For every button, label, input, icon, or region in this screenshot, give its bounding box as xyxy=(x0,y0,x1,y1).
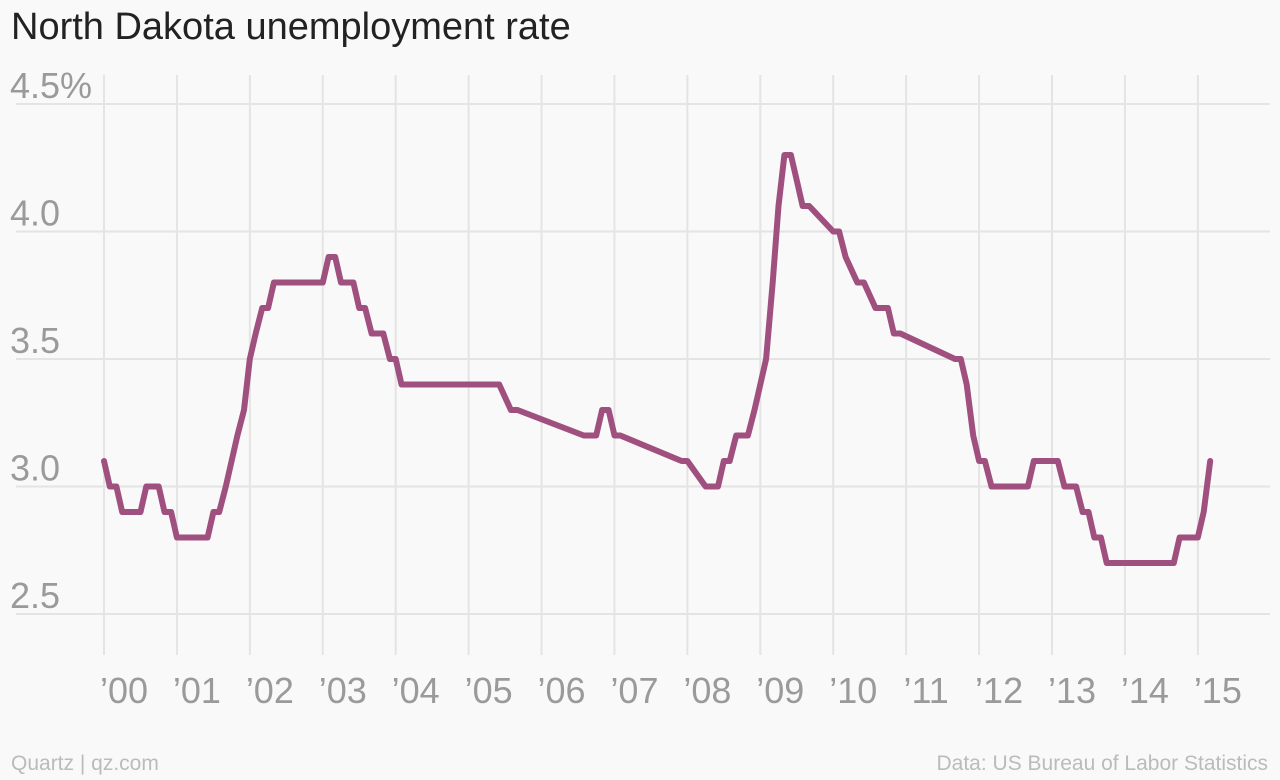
series-line xyxy=(101,152,1214,566)
y-tick-label: 3.0 xyxy=(10,448,60,489)
x-tick-label: ’15 xyxy=(1194,670,1242,711)
x-tick-label: ’00 xyxy=(100,670,148,711)
source-label: Data: US Bureau of Labor Statistics xyxy=(936,752,1269,775)
x-axis-ticks: ’00 ’01 ’02 ’03 ’04 ’05 ’06 ’07 ’08 ’09 ’10 ’11 ’12 ’… xyxy=(100,670,1242,711)
y-tick-label: 3.5 xyxy=(10,320,60,361)
x-tick-label: ’04 xyxy=(392,670,440,711)
x-tick-label: ’10 xyxy=(829,670,877,711)
credit-label: Quartz | qz.com xyxy=(11,752,159,775)
grid xyxy=(16,75,1270,655)
y-tick-label: 2.5 xyxy=(10,575,60,616)
x-tick-label: ’06 xyxy=(538,670,586,711)
x-tick-label: ’09 xyxy=(756,670,804,711)
y-tick-label: 4.5% xyxy=(10,65,92,106)
x-tick-label: ’11 xyxy=(903,670,948,711)
x-tick-label: ’03 xyxy=(319,670,367,711)
x-tick-label: ’13 xyxy=(1048,670,1096,711)
x-tick-label: ’08 xyxy=(683,670,731,711)
x-tick-label: ’14 xyxy=(1121,670,1169,711)
y-tick-label: 4.0 xyxy=(10,193,60,234)
x-tick-label: ’02 xyxy=(246,670,294,711)
chart-title: North Dakota unemployment rate xyxy=(11,6,571,48)
x-tick-label: ’05 xyxy=(465,670,513,711)
y-axis-ticks: 4.5% 4.0 3.5 3.0 2.5 xyxy=(10,65,92,616)
x-tick-label: ’01 xyxy=(173,670,221,711)
series-layer xyxy=(101,152,1214,566)
x-tick-label: ’12 xyxy=(975,670,1023,711)
x-tick-label: ’07 xyxy=(610,670,658,711)
